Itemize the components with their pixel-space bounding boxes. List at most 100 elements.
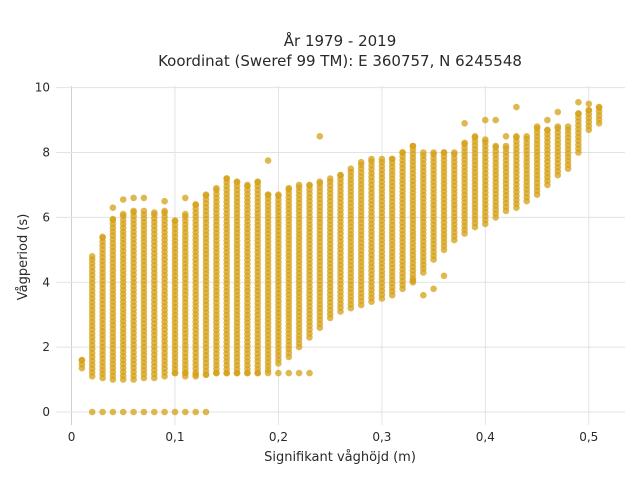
x-tick-label: 0,1 [165,430,184,444]
data-point [357,158,365,166]
data-point [502,133,510,140]
data-point [471,133,479,140]
chart-subtitle: Koordinat (Sweref 99 TM): E 360757, N 62… [158,52,522,70]
data-point [140,207,148,215]
data-point [430,149,437,156]
data-point [554,123,562,130]
x-axis-title: Signifikant våghöjd (m) [264,450,416,465]
x-tick-label: 0,5 [579,430,598,444]
data-point [440,149,448,156]
data-point [244,181,251,189]
data-point [544,126,551,134]
y-axis-ticks: 0 2 4 6 8 10 [35,81,50,419]
data-point [337,171,344,179]
data-point [492,142,500,150]
data-point [523,133,530,140]
data-point [564,123,572,130]
x-tick-label: 0,4 [476,430,495,444]
data-point [130,408,137,416]
data-point [264,191,272,198]
data-point [285,369,293,377]
data-point [161,207,168,215]
data-point [202,408,210,416]
data-point [119,408,127,416]
data-point [140,408,148,416]
data-point [171,369,179,377]
data-point [482,136,489,143]
data-point [409,142,417,150]
data-point [554,108,562,116]
data-point [109,408,117,416]
data-point [451,149,458,156]
x-axis-ticks: 0 0,1 0,2 0,3 0,4 0,5 [68,430,599,444]
data-point [182,369,189,377]
y-tick-label: 4 [42,275,50,289]
data-point [130,194,137,202]
data-point [295,181,303,189]
data-point [202,371,210,379]
data-point [119,210,127,218]
data-point [533,123,541,130]
data-point [409,277,417,284]
data-point [192,371,199,379]
data-point [482,116,489,124]
data-point [88,408,96,416]
data-point [161,408,168,416]
x-tick-label: 0,2 [269,430,288,444]
data-point [254,178,261,185]
data-point [492,116,500,124]
data-point [420,149,427,156]
data-point [513,133,520,140]
data-point [151,209,158,216]
data-point [254,369,261,377]
data-point [202,191,210,198]
data-point [88,252,96,260]
data-point [440,272,448,280]
data-point [295,369,303,377]
data-point [306,181,313,189]
data-point [430,285,437,293]
data-point [182,210,189,218]
y-tick-label: 6 [42,210,50,224]
data-point [275,369,282,377]
data-point [182,194,189,202]
data-point [575,110,582,117]
x-tick-label: 0,3 [372,430,391,444]
data-point [461,139,468,147]
chart-title: År 1979 - 2019 [284,31,397,50]
data-point [378,155,386,163]
data-point [223,175,230,182]
x-tick-label: 0 [68,430,76,444]
data-point [316,178,324,185]
data-point [264,157,272,164]
data-point [461,120,468,127]
y-tick-label: 2 [42,340,50,354]
data-point [326,175,334,182]
data-points [78,98,603,416]
data-point [151,408,158,416]
data-point [585,107,593,114]
data-point [575,98,582,106]
data-point [130,207,137,215]
data-point [595,103,603,111]
data-point [306,369,313,377]
data-point [223,369,230,377]
data-point [213,369,220,377]
data-point [502,142,510,150]
data-point [233,178,241,185]
data-point [171,408,179,416]
data-point [192,408,199,416]
data-point [99,408,106,416]
data-point [285,184,293,192]
data-point [275,191,282,198]
data-point [388,155,396,163]
data-point [161,197,168,205]
y-tick-label: 0 [42,405,50,419]
data-point [119,196,127,203]
y-axis-title: Vågperiod (s) [16,214,31,301]
data-point [264,369,272,377]
y-tick-label: 10 [35,81,50,95]
data-point [192,201,199,208]
data-point [513,103,520,111]
